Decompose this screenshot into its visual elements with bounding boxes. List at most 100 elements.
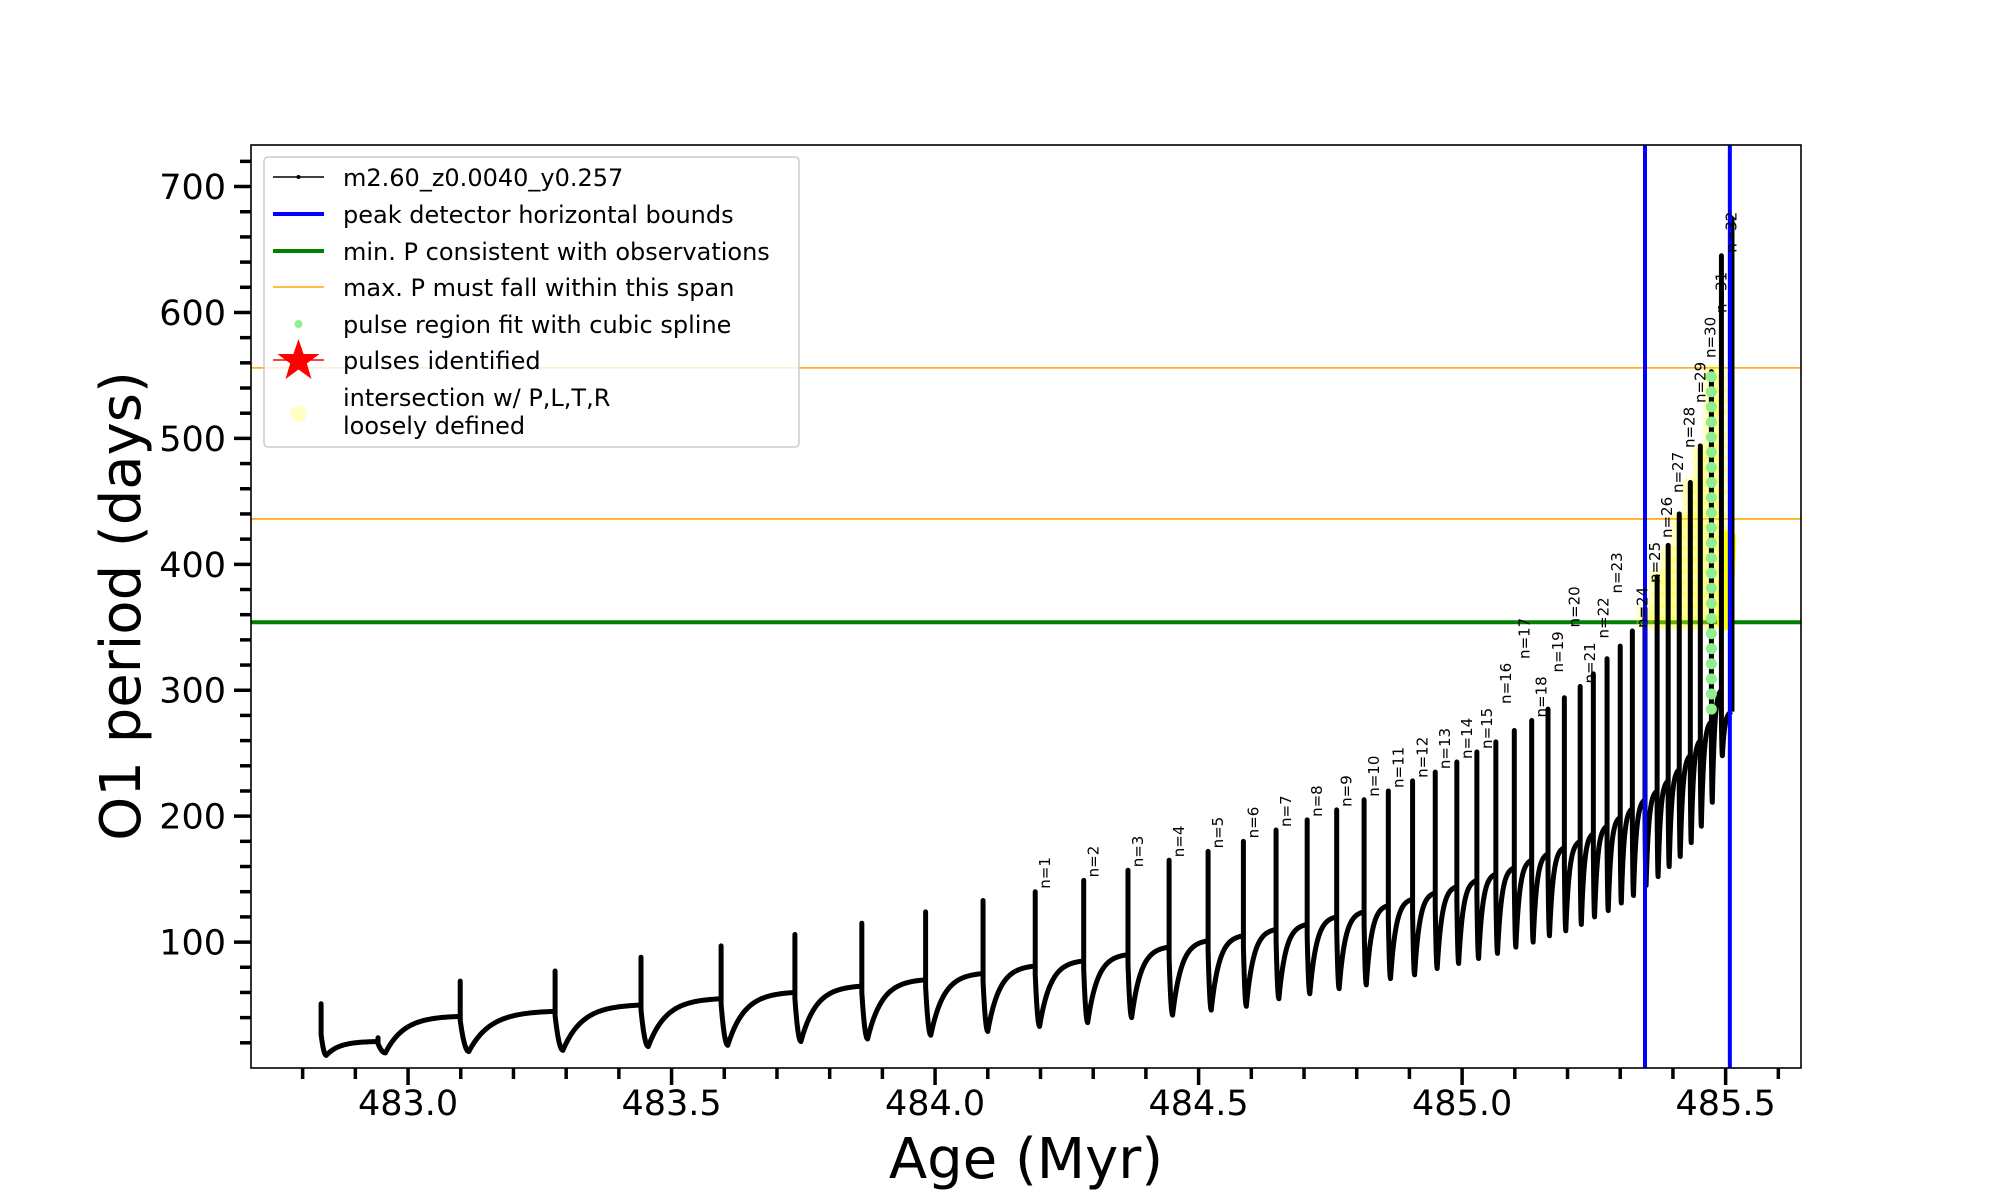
pulse-cycle — [1577, 683, 1596, 927]
x-tick-label: 483.0 — [358, 1084, 458, 1124]
legend-label: pulses identified — [343, 347, 541, 375]
pulse-label: n=3 — [1129, 836, 1147, 868]
pulse-label: n=20 — [1565, 586, 1583, 627]
legend-label: pulse region fit with cubic spline — [343, 311, 731, 339]
pulse-label: n=7 — [1277, 795, 1295, 827]
spline-fit-point — [1705, 612, 1717, 624]
x-tick-label: 484.0 — [885, 1084, 985, 1124]
spline-fit-point — [1705, 552, 1717, 564]
spline-fit-point — [1705, 461, 1717, 473]
legend-label: max. P must fall within this span — [343, 274, 734, 302]
spline-fit-point — [1705, 507, 1717, 519]
pulse-cycle — [1205, 848, 1245, 1013]
x-tick-label: 485.0 — [1412, 1084, 1512, 1124]
spline-fit-point — [1705, 643, 1717, 655]
pulse-label: n=10 — [1365, 756, 1383, 797]
legend-item-intersection: intersection w/ P,L,T,R loosely defined — [290, 384, 610, 440]
intersection-dense-band — [1717, 529, 1737, 631]
pulse-label: n=26 — [1658, 497, 1676, 538]
pulse-cycle — [1604, 656, 1623, 914]
spline-fit-point — [1705, 492, 1717, 504]
pulse-label: n=1 — [1036, 857, 1054, 889]
pulse-label: n=4 — [1170, 826, 1188, 858]
spline-fit-point — [1705, 537, 1717, 549]
spline-fit-point — [1705, 688, 1717, 700]
pulse-labels: n=1 n=2 n=3 n=4 n=5 n=6 n=7 n=8 n=9 n=10 n=11 n=12 n… — [1036, 212, 1740, 889]
pulse-label: n=29 — [1691, 362, 1709, 403]
legend-item-spline-fit: pulse region fit with cubic spline — [294, 311, 731, 339]
spline-fit-point — [1705, 416, 1717, 428]
pulse-cycle — [1474, 749, 1498, 961]
pulse-cycle — [923, 909, 984, 1038]
spline-fit-points — [1705, 371, 1717, 715]
pulse-label: n=18 — [1533, 676, 1551, 717]
pulse-cycle — [1032, 889, 1085, 1029]
pulse-cycle — [1410, 778, 1438, 978]
spline-fit-point — [1705, 371, 1717, 383]
spline-fit-point — [1705, 658, 1717, 670]
pulse-label: n=14 — [1458, 718, 1476, 759]
y-axis-label: O1 period (days) — [89, 371, 154, 841]
legend-item-model-track: m2.60_z0.0040_y0.257 — [273, 164, 623, 192]
pulse-label: n=19 — [1549, 631, 1567, 672]
pulse-cycle — [1304, 817, 1339, 997]
legend-label: min. P consistent with observations — [343, 238, 770, 266]
pulse-label: n=27 — [1669, 452, 1687, 493]
pulse-label: n=15 — [1478, 708, 1496, 749]
legend-label: intersection w/ P,L,T,R — [343, 384, 610, 412]
pulse-cycle — [375, 1013, 461, 1056]
pulse-cycle — [1166, 857, 1210, 1018]
pulse-cycle — [1385, 788, 1415, 982]
spline-fit-point — [1705, 431, 1717, 443]
pulse-cycle — [1454, 759, 1479, 966]
pulse-label: n=8 — [1308, 785, 1326, 817]
pulse-label: n=22 — [1594, 597, 1612, 638]
y-tick-label: 400 — [159, 546, 226, 586]
pulse-cycle — [1361, 797, 1391, 988]
pulse-label: n=5 — [1209, 817, 1227, 849]
spline-fit-point — [1705, 597, 1717, 609]
pulse-cycle — [1511, 728, 1534, 950]
spline-fit-point — [1705, 476, 1717, 488]
legend: m2.60_z0.0040_y0.257 peak detector horiz… — [263, 156, 800, 448]
pulse-cycle — [1240, 838, 1278, 1009]
legend-marker-dot-icon — [296, 175, 301, 179]
pulse-cycle — [980, 898, 1037, 1034]
pulse-label: n=16 — [1497, 663, 1515, 704]
pulse-cycle — [552, 968, 642, 1053]
pulse-label: n=30 — [1701, 317, 1719, 358]
pulse-cycle — [457, 978, 556, 1055]
pulse-cycle — [859, 920, 927, 1042]
pulse-cycle — [792, 932, 863, 1045]
x-tick-label: 484.5 — [1149, 1084, 1249, 1124]
legend-item-min-period: min. P consistent with observations — [273, 238, 770, 266]
pulse-cycle — [1081, 877, 1130, 1026]
legend-item-max-period-span: max. P must fall within this span — [273, 274, 734, 302]
pulse-label: n=9 — [1338, 775, 1356, 807]
pulse-cycle — [718, 943, 796, 1048]
x-tick-label: 483.5 — [621, 1084, 721, 1124]
pulse-cycle — [638, 954, 722, 1050]
pulse-label: n=21 — [1581, 642, 1599, 683]
pulse-label: n=31 — [1712, 272, 1730, 313]
y-tick-label: 700 — [159, 168, 226, 208]
pulse-cycle — [1561, 695, 1583, 934]
pulse-cycle — [1432, 769, 1459, 972]
pulse-cycle — [1529, 717, 1551, 945]
y-tick-label: 100 — [159, 924, 226, 964]
plot-area — [251, 145, 1801, 1068]
y-tick-label: 200 — [159, 798, 226, 838]
spline-fit-point — [1705, 386, 1717, 398]
pulse-label: n=11 — [1389, 747, 1407, 788]
legend-yellow-dot-icon — [290, 406, 307, 422]
pulse-label: n=12 — [1414, 737, 1432, 778]
pulse-cycle — [1273, 827, 1309, 1002]
pulse-cycle — [318, 1001, 379, 1058]
pulse-label: n=2 — [1085, 846, 1103, 878]
spline-fit-point — [1705, 673, 1717, 685]
pulse-label: n=17 — [1515, 618, 1533, 659]
legend-label: m2.60_z0.0040_y0.257 — [343, 164, 623, 192]
pulse-label: n=25 — [1646, 542, 1664, 583]
pulse-label: n=6 — [1244, 807, 1262, 839]
legend-green-dot-icon — [294, 320, 303, 328]
